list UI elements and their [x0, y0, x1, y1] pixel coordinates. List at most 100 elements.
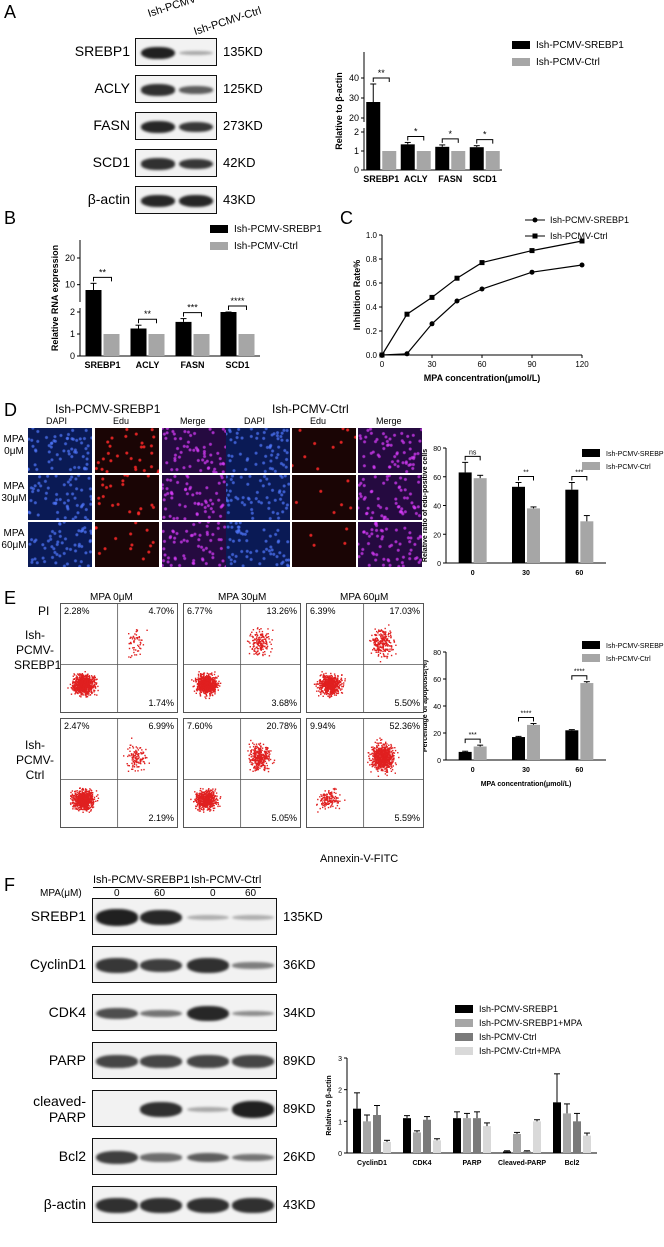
blot-band — [179, 86, 213, 94]
y-tick-label: 80 — [433, 446, 441, 453]
sig-bracket — [228, 305, 247, 310]
bar — [238, 334, 255, 356]
bar — [523, 1151, 531, 1153]
sig-bracket — [441, 138, 459, 143]
y-tick-label: 0 — [338, 1151, 342, 1158]
y-tick-label: 20 — [433, 731, 441, 738]
y-axis-label: Inhibition Rate% — [352, 260, 362, 331]
blot-band — [96, 1007, 138, 1020]
x-tick-label: CyclinD1 — [357, 1160, 387, 1167]
blot-band — [187, 1106, 229, 1113]
legend-swatch — [455, 1005, 473, 1013]
blot-row-label: SREBP1 — [74, 43, 130, 59]
legend-label: Ish-PCMV-SREBP1 — [536, 40, 624, 51]
panel-label-f: F — [4, 875, 15, 895]
y-tick-label: 60 — [433, 475, 441, 482]
bar — [435, 146, 450, 170]
x-tick-label: 30 — [522, 767, 530, 774]
blot-band — [187, 914, 229, 921]
y-tick-label: 10 — [65, 280, 75, 290]
legend-swatch — [512, 41, 530, 49]
blot-f-dose-1: 0 — [114, 888, 120, 899]
micro-image — [358, 475, 422, 520]
bar — [458, 751, 472, 760]
bar — [463, 1118, 471, 1153]
data-point — [579, 238, 585, 244]
bar — [451, 151, 466, 170]
panel-d-title-2: Ish-PCMV-Ctrl — [272, 402, 349, 416]
bar — [527, 724, 540, 760]
blot-a-col2: Ish-PCMV-Ctrl — [192, 4, 263, 39]
bar — [527, 508, 540, 563]
x-tick-label: SREBP1 — [84, 360, 120, 370]
micro-col-label: Edu — [113, 416, 130, 426]
blot-band — [187, 1152, 229, 1163]
y-tick-label: 0 — [437, 561, 441, 568]
x-tick-label: Cleaved-PARP — [498, 1160, 546, 1167]
panel-d-title-1: Ish-PCMV-SREBP1 — [55, 402, 161, 416]
y-tick-label: 1.0 — [366, 231, 378, 240]
sig-bracket — [407, 135, 425, 141]
sig-bracket — [571, 675, 588, 680]
data-point — [479, 286, 485, 292]
bar — [512, 486, 525, 563]
bar — [433, 1140, 441, 1153]
blot-strip — [135, 112, 217, 140]
data-point — [379, 352, 385, 358]
sig-label: *** — [575, 470, 583, 477]
x-tick-label: SCD1 — [225, 360, 249, 370]
bar — [485, 151, 500, 170]
legend-label: Ish-PCMV-Ctrl — [606, 656, 651, 663]
legend-swatch — [210, 242, 228, 250]
bar — [382, 151, 397, 170]
bar — [373, 1115, 381, 1153]
blot-band — [187, 1005, 229, 1022]
quad-ul: 6.77% — [187, 606, 213, 616]
legend-label: Ish-PCMV-SREBP1 — [234, 224, 322, 235]
blot-band — [96, 1198, 138, 1213]
y-tick-label: 0.2 — [366, 327, 378, 336]
micro-image — [162, 428, 226, 473]
blot-row-label: SCD1 — [92, 154, 130, 170]
x-tick-label: SCD1 — [473, 174, 497, 184]
flow-plot: 9.94% 52.36% 5.59% — [306, 718, 424, 828]
legend-swatch — [455, 1033, 473, 1041]
flow-x-axis-label: Annexin-V-FITC — [320, 853, 399, 865]
x-tick-label: 0 — [380, 360, 385, 369]
sig-bracket — [464, 455, 481, 461]
bar — [416, 151, 431, 170]
y-axis-label: Relative RNA expression — [50, 245, 60, 351]
bar — [400, 144, 415, 170]
blot-band — [140, 909, 182, 926]
sig-bracket — [464, 738, 481, 744]
sig-label: **** — [574, 669, 585, 676]
blot-band — [179, 158, 213, 170]
sig-label: ** — [144, 309, 152, 319]
bar — [573, 1121, 581, 1153]
chart-f: 0 1 2 3 Relative to β-actin CyclinD1 CDK4 PARP C… — [326, 1004, 597, 1167]
bar — [353, 1108, 361, 1153]
blot-band — [232, 1055, 274, 1068]
bar — [533, 1121, 541, 1153]
micro-image — [358, 428, 422, 473]
bar — [583, 1135, 591, 1153]
bar — [220, 312, 237, 356]
micro-image — [162, 475, 226, 520]
data-point — [454, 275, 460, 281]
bar — [580, 683, 594, 760]
sig-bracket — [571, 476, 588, 481]
legend-label: Ish-PCMV-SREBP1 — [606, 643, 664, 650]
blot-row-label: PARP — [48, 1051, 86, 1068]
blot-band — [140, 1102, 182, 1117]
blot-band — [140, 1009, 182, 1018]
y-tick-label: 2 — [338, 1088, 342, 1095]
sig-bracket — [93, 276, 112, 282]
quad-ur: 17.03% — [389, 606, 420, 616]
bar — [148, 334, 165, 356]
x-tick-label: SREBP1 — [363, 174, 399, 184]
panel-label-e: E — [4, 588, 17, 608]
blot-row-kd: 36KD — [283, 956, 316, 972]
quad-ur: 20.78% — [266, 721, 297, 731]
quad-ur: 6.99% — [148, 721, 174, 731]
bar — [193, 334, 210, 356]
